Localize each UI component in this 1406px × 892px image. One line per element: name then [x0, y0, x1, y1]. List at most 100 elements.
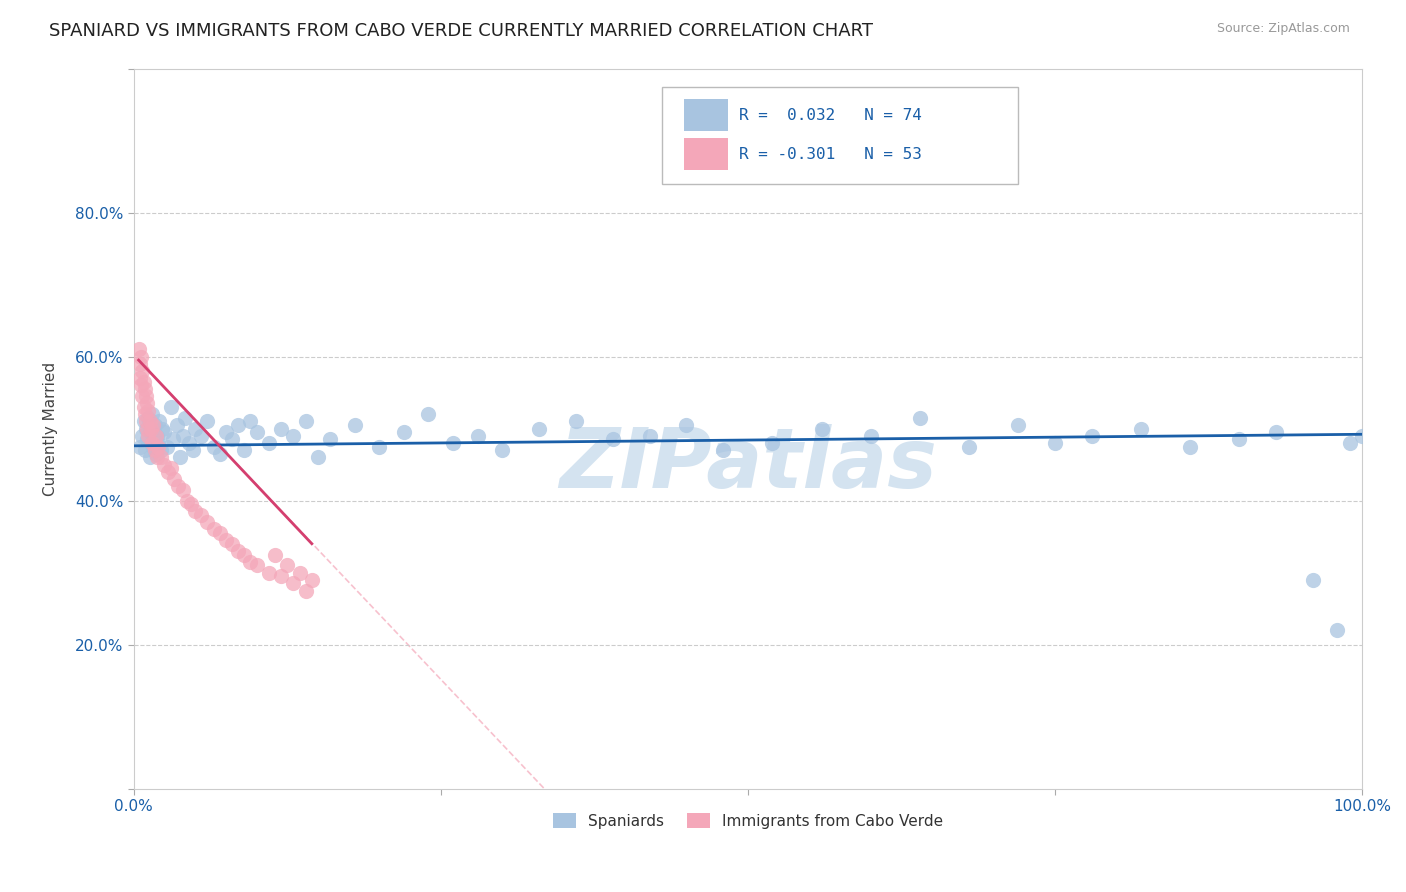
Point [1043, 436, 1066, 450]
Point [181, 443, 204, 458]
Point [276, 558, 298, 573]
Point [176, 493, 198, 508]
Point [602, 433, 624, 447]
Point [141, 407, 163, 421]
Point [638, 428, 661, 442]
Point [283, 428, 305, 442]
Point [1265, 425, 1288, 439]
Point [1007, 417, 1029, 432]
Point [226, 417, 249, 432]
Point [294, 583, 316, 598]
Point [761, 436, 783, 450]
Point [239, 414, 262, 428]
Point [166, 417, 188, 432]
Point [141, 436, 163, 450]
Point [1227, 433, 1250, 447]
Point [675, 417, 697, 432]
Point [283, 576, 305, 591]
Point [294, 414, 316, 428]
Point [233, 443, 256, 458]
Point [1081, 428, 1104, 442]
Point [128, 343, 150, 357]
Point [148, 440, 170, 454]
Y-axis label: Currently Married: Currently Married [44, 361, 58, 496]
Point [221, 433, 243, 447]
Point [139, 421, 162, 435]
Point [467, 428, 489, 442]
Point [392, 425, 415, 439]
Point [149, 450, 172, 465]
Point [146, 428, 169, 442]
Point [145, 428, 167, 442]
Point [143, 443, 166, 458]
Point [156, 440, 179, 454]
Point [150, 421, 173, 435]
Point [257, 436, 280, 450]
Text: SPANIARD VS IMMIGRANTS FROM CABO VERDE CURRENTLY MARRIED CORRELATION CHART: SPANIARD VS IMMIGRANTS FROM CABO VERDE C… [49, 22, 873, 40]
Text: R = -0.301   N = 53: R = -0.301 N = 53 [740, 146, 922, 161]
Point [180, 497, 202, 511]
Point [128, 371, 150, 385]
Point [149, 443, 172, 458]
Point [1326, 623, 1348, 637]
Point [368, 440, 391, 454]
Point [319, 433, 342, 447]
Point [148, 414, 170, 428]
Point [134, 382, 156, 396]
Point [142, 440, 165, 454]
Point [139, 425, 162, 439]
Point [957, 440, 980, 454]
Point [172, 483, 194, 497]
Point [202, 522, 225, 536]
FancyBboxPatch shape [662, 87, 1018, 184]
Point [135, 421, 157, 435]
Point [132, 400, 155, 414]
Point [129, 378, 152, 392]
Text: ZIPatlas: ZIPatlas [560, 424, 936, 505]
Point [270, 569, 292, 583]
Point [208, 525, 231, 540]
Point [138, 403, 160, 417]
Point [859, 428, 882, 442]
Point [1302, 573, 1324, 587]
Point [245, 558, 267, 573]
Point [343, 417, 366, 432]
Point [132, 375, 155, 389]
Point [190, 508, 212, 522]
Point [177, 436, 200, 450]
Point [184, 421, 207, 435]
Point [162, 433, 184, 447]
Point [145, 447, 167, 461]
Point [136, 396, 159, 410]
Point [136, 433, 159, 447]
Point [128, 440, 150, 454]
Point [131, 389, 153, 403]
Point [307, 450, 329, 465]
Text: R =  0.032   N = 74: R = 0.032 N = 74 [740, 108, 922, 123]
Point [135, 389, 157, 403]
Point [301, 573, 323, 587]
Point [146, 450, 169, 465]
Point [1351, 428, 1374, 442]
Point [197, 515, 219, 529]
Point [131, 364, 153, 378]
Point [159, 400, 181, 414]
Point [135, 414, 157, 428]
Point [527, 421, 550, 435]
Point [908, 410, 931, 425]
Point [711, 443, 734, 458]
Point [441, 436, 464, 450]
Point [1129, 421, 1152, 435]
Text: Source: ZipAtlas.com: Source: ZipAtlas.com [1216, 22, 1350, 36]
Point [418, 407, 440, 421]
Point [264, 548, 287, 562]
Point [163, 472, 186, 486]
Bar [683, 100, 728, 131]
Point [184, 504, 207, 518]
Point [202, 440, 225, 454]
Point [288, 566, 311, 580]
Point [132, 414, 155, 428]
Point [153, 458, 176, 472]
Point [810, 421, 832, 435]
Point [257, 566, 280, 580]
